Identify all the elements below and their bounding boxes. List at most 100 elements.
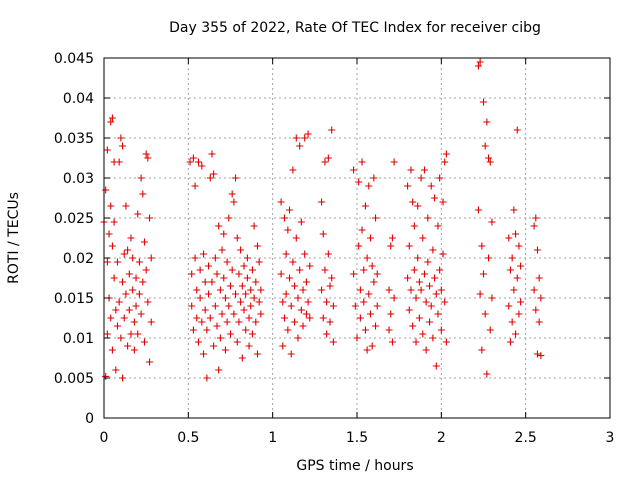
data-point [388,234,396,242]
data-point [142,150,150,158]
data-point [186,158,194,166]
data-point [205,262,213,270]
data-point [257,286,265,294]
data-point [242,326,250,334]
data-point [147,254,155,262]
data-point [436,174,444,182]
data-point [132,274,140,282]
data-point [221,294,229,302]
data-point [351,302,359,310]
data-point [306,314,314,322]
data-point [414,254,422,262]
data-point [119,374,127,382]
data-point [409,322,417,330]
data-point [355,178,363,186]
data-point [370,174,378,182]
data-point [513,126,521,134]
y-tick-label: 0.025 [54,211,94,227]
data-point [255,258,263,266]
data-point [370,278,378,286]
data-point [125,270,133,278]
data-point [117,134,125,142]
data-point [201,306,209,314]
data-point [350,270,358,278]
data-point [419,330,427,338]
data-point [426,318,434,326]
y-tick-label: 0.01 [63,331,94,347]
data-point [228,266,236,274]
data-point [211,302,219,310]
data-point [255,298,263,306]
data-point [424,258,432,266]
data-point [208,150,216,158]
data-point [220,230,228,238]
data-point [434,222,442,230]
data-point [426,282,434,290]
data-point [299,322,307,330]
data-point [113,322,121,330]
data-point [301,134,309,142]
x-tick-label: 0.5 [177,430,199,446]
data-point [407,166,415,174]
data-point [289,166,297,174]
data-point [517,298,525,306]
data-point [225,302,233,310]
data-point [242,290,250,298]
data-point [532,306,540,314]
data-point [441,158,449,166]
data-point [210,342,218,350]
data-point [480,270,487,278]
data-point [135,290,143,298]
data-point [139,278,147,286]
data-point [218,246,226,254]
data-point [289,258,297,266]
data-point [417,286,425,294]
data-point [198,318,206,326]
data-point [139,190,147,198]
data-point [415,278,423,286]
data-point [318,286,326,294]
data-point [535,318,543,326]
data-point [122,202,130,210]
data-point [358,226,366,234]
y-tick-label: 0.03 [63,171,94,187]
data-point [390,294,398,302]
data-point [476,290,484,298]
data-point [385,286,393,294]
data-point [146,358,154,366]
data-point [103,258,111,266]
data-point [137,174,145,182]
data-point [474,206,482,214]
data-points [100,58,545,382]
data-point [119,278,127,286]
data-point [193,286,201,294]
data-point [429,334,437,342]
data-point [232,174,240,182]
data-point [515,310,523,318]
data-point [193,314,201,322]
data-point [537,294,545,302]
data-point [427,302,435,310]
data-point [250,222,258,230]
data-point [442,338,450,346]
data-point [252,318,260,326]
data-point [437,326,445,334]
data-point [323,330,331,338]
data-point [436,266,444,274]
data-point [286,206,294,214]
data-point [513,274,521,282]
data-point [319,230,327,238]
data-point [486,158,494,166]
data-point [140,238,148,246]
data-point [103,330,111,338]
data-point [240,262,248,270]
y-axis-label: ROTI / TECUs [6,192,22,284]
data-point [253,350,261,358]
data-point [200,350,208,358]
data-point [508,254,516,262]
data-point [280,314,288,322]
data-point [506,266,514,274]
data-point [220,274,228,282]
data-point [206,314,214,322]
data-point [216,286,224,294]
